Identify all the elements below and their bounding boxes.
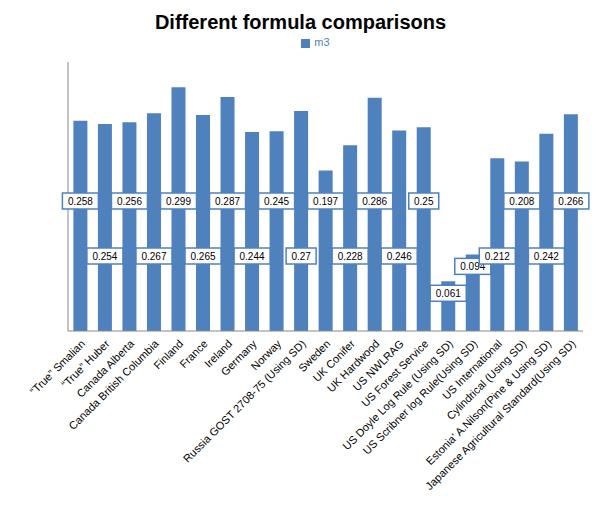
- html-text:m3: m3: [314, 36, 330, 48]
- svg-text:0.244: 0.244: [240, 251, 265, 262]
- svg-text:US International: US International: [439, 337, 505, 402]
- svg-text:0.299: 0.299: [166, 196, 191, 207]
- svg-text:US Scribner log Rule(Using SD): US Scribner log Rule(Using SD): [360, 337, 480, 457]
- svg-text:0.197: 0.197: [313, 196, 338, 207]
- svg-text:Sweden: Sweden: [295, 337, 333, 375]
- svg-text:UK Conifer: UK Conifer: [310, 337, 357, 384]
- svg-text:0.228: 0.228: [338, 251, 363, 262]
- svg-text:0.208: 0.208: [509, 196, 534, 207]
- svg-text:Ireland: Ireland: [202, 337, 235, 370]
- svg-text:0.242: 0.242: [534, 251, 559, 262]
- svg-text:0.094: 0.094: [460, 261, 486, 273]
- svg-text:Russia GOST 2708-75 (Using SD): Russia GOST 2708-75 (Using SD): [181, 337, 308, 464]
- svg-text:0.25: 0.25: [414, 196, 434, 207]
- svg-text:Cylindrical (Using SD): Cylindrical (Using SD): [444, 337, 529, 422]
- svg-text:US Doyle Log Rule (Using SD): US Doyle Log Rule (Using SD): [340, 337, 455, 452]
- svg-text:0.287: 0.287: [215, 196, 240, 207]
- html-text:Different formula comparisons: Different formula comparisons: [154, 11, 447, 33]
- svg-text:Canada British Columbia: Canada British Columbia: [66, 337, 161, 432]
- svg-text:0.27: 0.27: [291, 251, 311, 262]
- svg-text:Estonia' A.Nilson(Pine & Using: Estonia' A.Nilson(Pine & Using SD): [423, 337, 553, 467]
- svg-text:US NWLRAG: US NWLRAG: [350, 337, 406, 393]
- svg-text:US Forest Service: US Forest Service: [358, 337, 431, 409]
- svg-text:France: France: [177, 337, 210, 371]
- svg-text:Japanese Agricultural Standard: Japanese Agricultural Standard(Using SD): [423, 337, 578, 492]
- svg-text:0.258: 0.258: [68, 196, 93, 207]
- svg-text:0.265: 0.265: [190, 251, 215, 262]
- svg-text:“True” Huber: “True” Huber: [59, 337, 112, 391]
- svg-text:0.061: 0.061: [436, 288, 461, 299]
- svg-text:0.266: 0.266: [558, 196, 583, 207]
- svg-text:0.256: 0.256: [117, 196, 142, 207]
- svg-text:0.286: 0.286: [362, 196, 387, 207]
- svg-text:0.245: 0.245: [264, 196, 289, 207]
- svg-text:0.267: 0.267: [141, 251, 166, 262]
- svg-text:“True” Smalian: “True” Smalian: [27, 337, 88, 398]
- svg-text:UK Hardwood: UK Hardwood: [324, 337, 382, 395]
- svg-text:0.246: 0.246: [387, 251, 412, 262]
- svg-text:Canada Alberta: Canada Alberta: [74, 337, 137, 400]
- svg-text:Finland: Finland: [151, 337, 185, 371]
- svg-text:Norway: Norway: [248, 337, 284, 373]
- svg-text:Germany: Germany: [218, 337, 259, 378]
- svg-text:0.212: 0.212: [485, 251, 510, 262]
- svg-text:0.254: 0.254: [92, 251, 117, 262]
